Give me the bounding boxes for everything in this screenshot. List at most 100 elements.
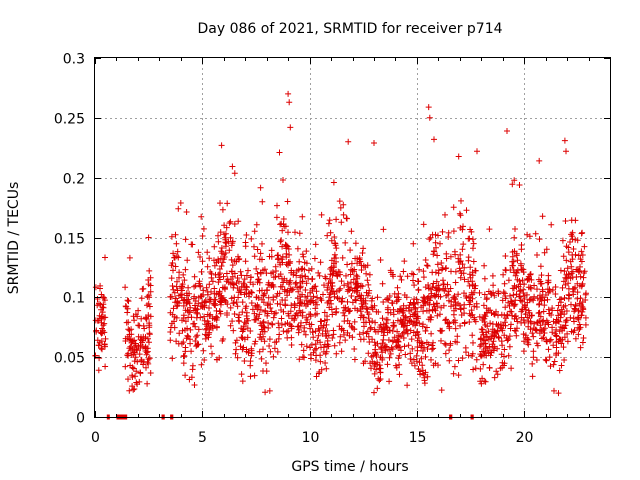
x-tick-label: 5	[198, 430, 207, 446]
data-point	[348, 323, 355, 330]
data-point	[331, 240, 338, 247]
data-point	[216, 288, 223, 295]
data-point	[447, 253, 454, 260]
data-point	[340, 211, 347, 218]
data-point	[200, 225, 207, 232]
data-point	[97, 282, 104, 289]
data-point	[226, 220, 233, 227]
data-point	[420, 308, 427, 315]
data-point	[312, 299, 319, 305]
data-point	[256, 311, 263, 318]
data-point	[316, 272, 323, 279]
data-point	[182, 236, 189, 243]
data-point	[357, 305, 364, 312]
x-tick-labels: 0 5 10 15 20	[91, 430, 533, 446]
data-point	[337, 285, 344, 292]
data-point	[176, 274, 182, 281]
data-point	[390, 306, 397, 313]
data-point	[570, 315, 577, 322]
data-point	[480, 302, 487, 309]
data-point	[318, 211, 325, 218]
data-point	[376, 377, 383, 384]
data-point	[478, 326, 485, 333]
data-point	[479, 326, 486, 333]
data-point	[95, 367, 102, 374]
data-point	[251, 228, 258, 235]
data-point	[245, 349, 252, 356]
data-point	[242, 258, 249, 265]
data-point	[495, 290, 502, 297]
data-point	[559, 284, 566, 291]
data-point	[248, 235, 255, 242]
data-point	[122, 338, 129, 344]
data-point	[132, 373, 139, 380]
data-point	[482, 349, 488, 356]
data-point	[333, 350, 340, 357]
data-point	[481, 291, 488, 298]
data-point	[422, 327, 429, 334]
data-point	[545, 272, 552, 279]
data-point	[207, 311, 214, 318]
data-point	[502, 315, 509, 322]
data-point	[310, 349, 317, 356]
data-point	[501, 280, 508, 287]
data-point	[298, 341, 305, 348]
data-point	[536, 236, 543, 243]
data-point	[527, 271, 534, 277]
data-point	[433, 244, 439, 251]
data-point	[413, 352, 420, 359]
data-point	[426, 114, 433, 121]
data-point	[309, 329, 316, 336]
data-point	[415, 287, 422, 294]
data-point	[233, 299, 240, 306]
data-point	[259, 287, 265, 294]
data-point	[430, 280, 437, 287]
data-point	[432, 360, 439, 367]
data-point	[556, 367, 563, 374]
data-point	[407, 327, 414, 334]
data-point	[348, 228, 355, 235]
data-point	[360, 245, 367, 252]
data-point	[446, 297, 452, 304]
data-point	[251, 316, 258, 323]
data-point	[96, 355, 103, 362]
data-point	[176, 269, 183, 276]
data-point	[408, 360, 415, 367]
data-point	[254, 279, 261, 286]
data-point	[411, 300, 418, 307]
data-point	[562, 281, 569, 288]
data-point	[491, 292, 498, 299]
data-point	[182, 266, 189, 273]
data-point	[131, 317, 138, 324]
data-point	[563, 317, 570, 324]
data-point	[504, 311, 511, 318]
data-point	[463, 207, 470, 214]
data-point	[301, 324, 308, 331]
data-point	[184, 325, 191, 332]
data-point	[231, 258, 238, 265]
data-point	[189, 362, 196, 369]
data-point	[557, 336, 564, 343]
data-point	[140, 358, 147, 365]
data-point	[192, 338, 199, 344]
data-point	[489, 272, 496, 279]
data-point	[275, 252, 282, 259]
data-point	[454, 333, 461, 340]
data-point	[572, 251, 579, 258]
data-point	[366, 319, 373, 326]
data-point	[506, 333, 513, 340]
data-point	[567, 239, 573, 245]
data-point	[574, 266, 581, 273]
data-point	[197, 254, 203, 260]
data-point	[222, 286, 228, 293]
data-point	[268, 253, 275, 260]
data-point	[241, 336, 248, 343]
data-point	[520, 293, 527, 299]
data-point	[446, 347, 453, 354]
data-point	[344, 261, 351, 268]
data-point	[491, 374, 498, 381]
data-point	[377, 369, 384, 376]
data-point	[208, 288, 214, 295]
data-point	[174, 278, 180, 285]
data-point	[195, 326, 202, 333]
